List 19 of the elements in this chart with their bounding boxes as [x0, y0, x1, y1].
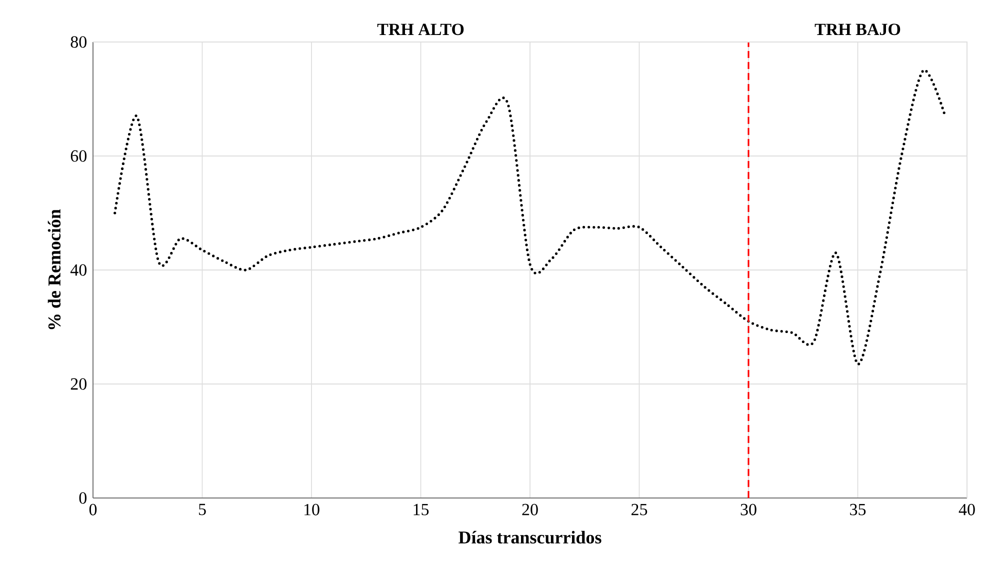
y-tick-label: 40 — [70, 264, 86, 276]
x-tick-label: 30 — [740, 504, 756, 516]
x-tick-label: 40 — [958, 504, 975, 516]
line-series — [114, 69, 946, 366]
x-tick-label: 0 — [89, 504, 97, 516]
x-tick-label: 35 — [850, 504, 866, 516]
y-tick-label: 20 — [70, 378, 86, 390]
x-tick-label: 5 — [198, 504, 206, 516]
x-tick-label: 10 — [304, 504, 320, 516]
y-axis-title: % de Remoción — [48, 209, 61, 330]
y-tick-label: 0 — [79, 492, 86, 504]
y-tick-label: 60 — [70, 150, 86, 162]
x-tick-label: 15 — [414, 504, 429, 516]
x-tick-label: 20 — [522, 504, 538, 516]
text: TRH BAJO — [814, 24, 900, 36]
y-tick-label: 80 — [70, 36, 86, 48]
text: TRH ALTO — [377, 24, 464, 36]
x-tick-label: 25 — [632, 504, 648, 516]
x-axis-title: Días transcurridos — [458, 530, 602, 544]
